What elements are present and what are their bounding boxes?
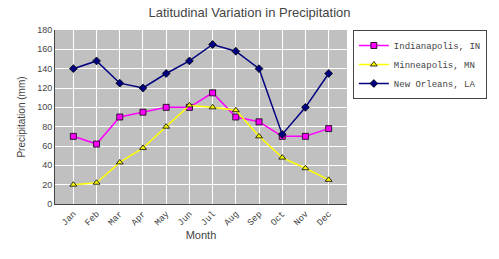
svg-text:Oct: Oct (269, 210, 288, 229)
svg-text:100: 100 (37, 102, 52, 112)
svg-text:Sep: Sep (246, 210, 265, 229)
svg-text:New Orleans, LA: New Orleans, LA (394, 80, 476, 90)
svg-text:Minneapolis, MN: Minneapolis, MN (394, 61, 475, 71)
svg-text:Jul: Jul (199, 210, 218, 229)
svg-text:Apr: Apr (130, 210, 149, 229)
svg-text:Latitudinal Variation in Preci: Latitudinal Variation in Precipitation (148, 5, 350, 20)
svg-text:0: 0 (47, 199, 52, 209)
svg-text:Aug: Aug (223, 210, 242, 229)
svg-text:Jun: Jun (176, 210, 195, 229)
svg-text:180: 180 (37, 25, 52, 35)
svg-text:Feb: Feb (83, 210, 102, 229)
svg-text:80: 80 (42, 122, 52, 132)
svg-text:Month: Month (186, 229, 217, 241)
svg-text:Mar: Mar (107, 210, 126, 229)
svg-text:60: 60 (42, 141, 52, 151)
svg-text:Jan: Jan (60, 210, 79, 229)
svg-text:140: 140 (37, 64, 52, 74)
svg-text:120: 120 (37, 83, 52, 93)
svg-text:Dec: Dec (315, 210, 334, 229)
svg-text:40: 40 (42, 160, 52, 170)
svg-text:Nov: Nov (292, 209, 311, 228)
svg-text:Indianapolis, IN: Indianapolis, IN (394, 42, 480, 52)
svg-text:160: 160 (37, 44, 52, 54)
svg-text:Precipitation (mm): Precipitation (mm) (16, 76, 27, 157)
svg-text:May: May (153, 209, 172, 228)
svg-text:20: 20 (42, 180, 52, 190)
